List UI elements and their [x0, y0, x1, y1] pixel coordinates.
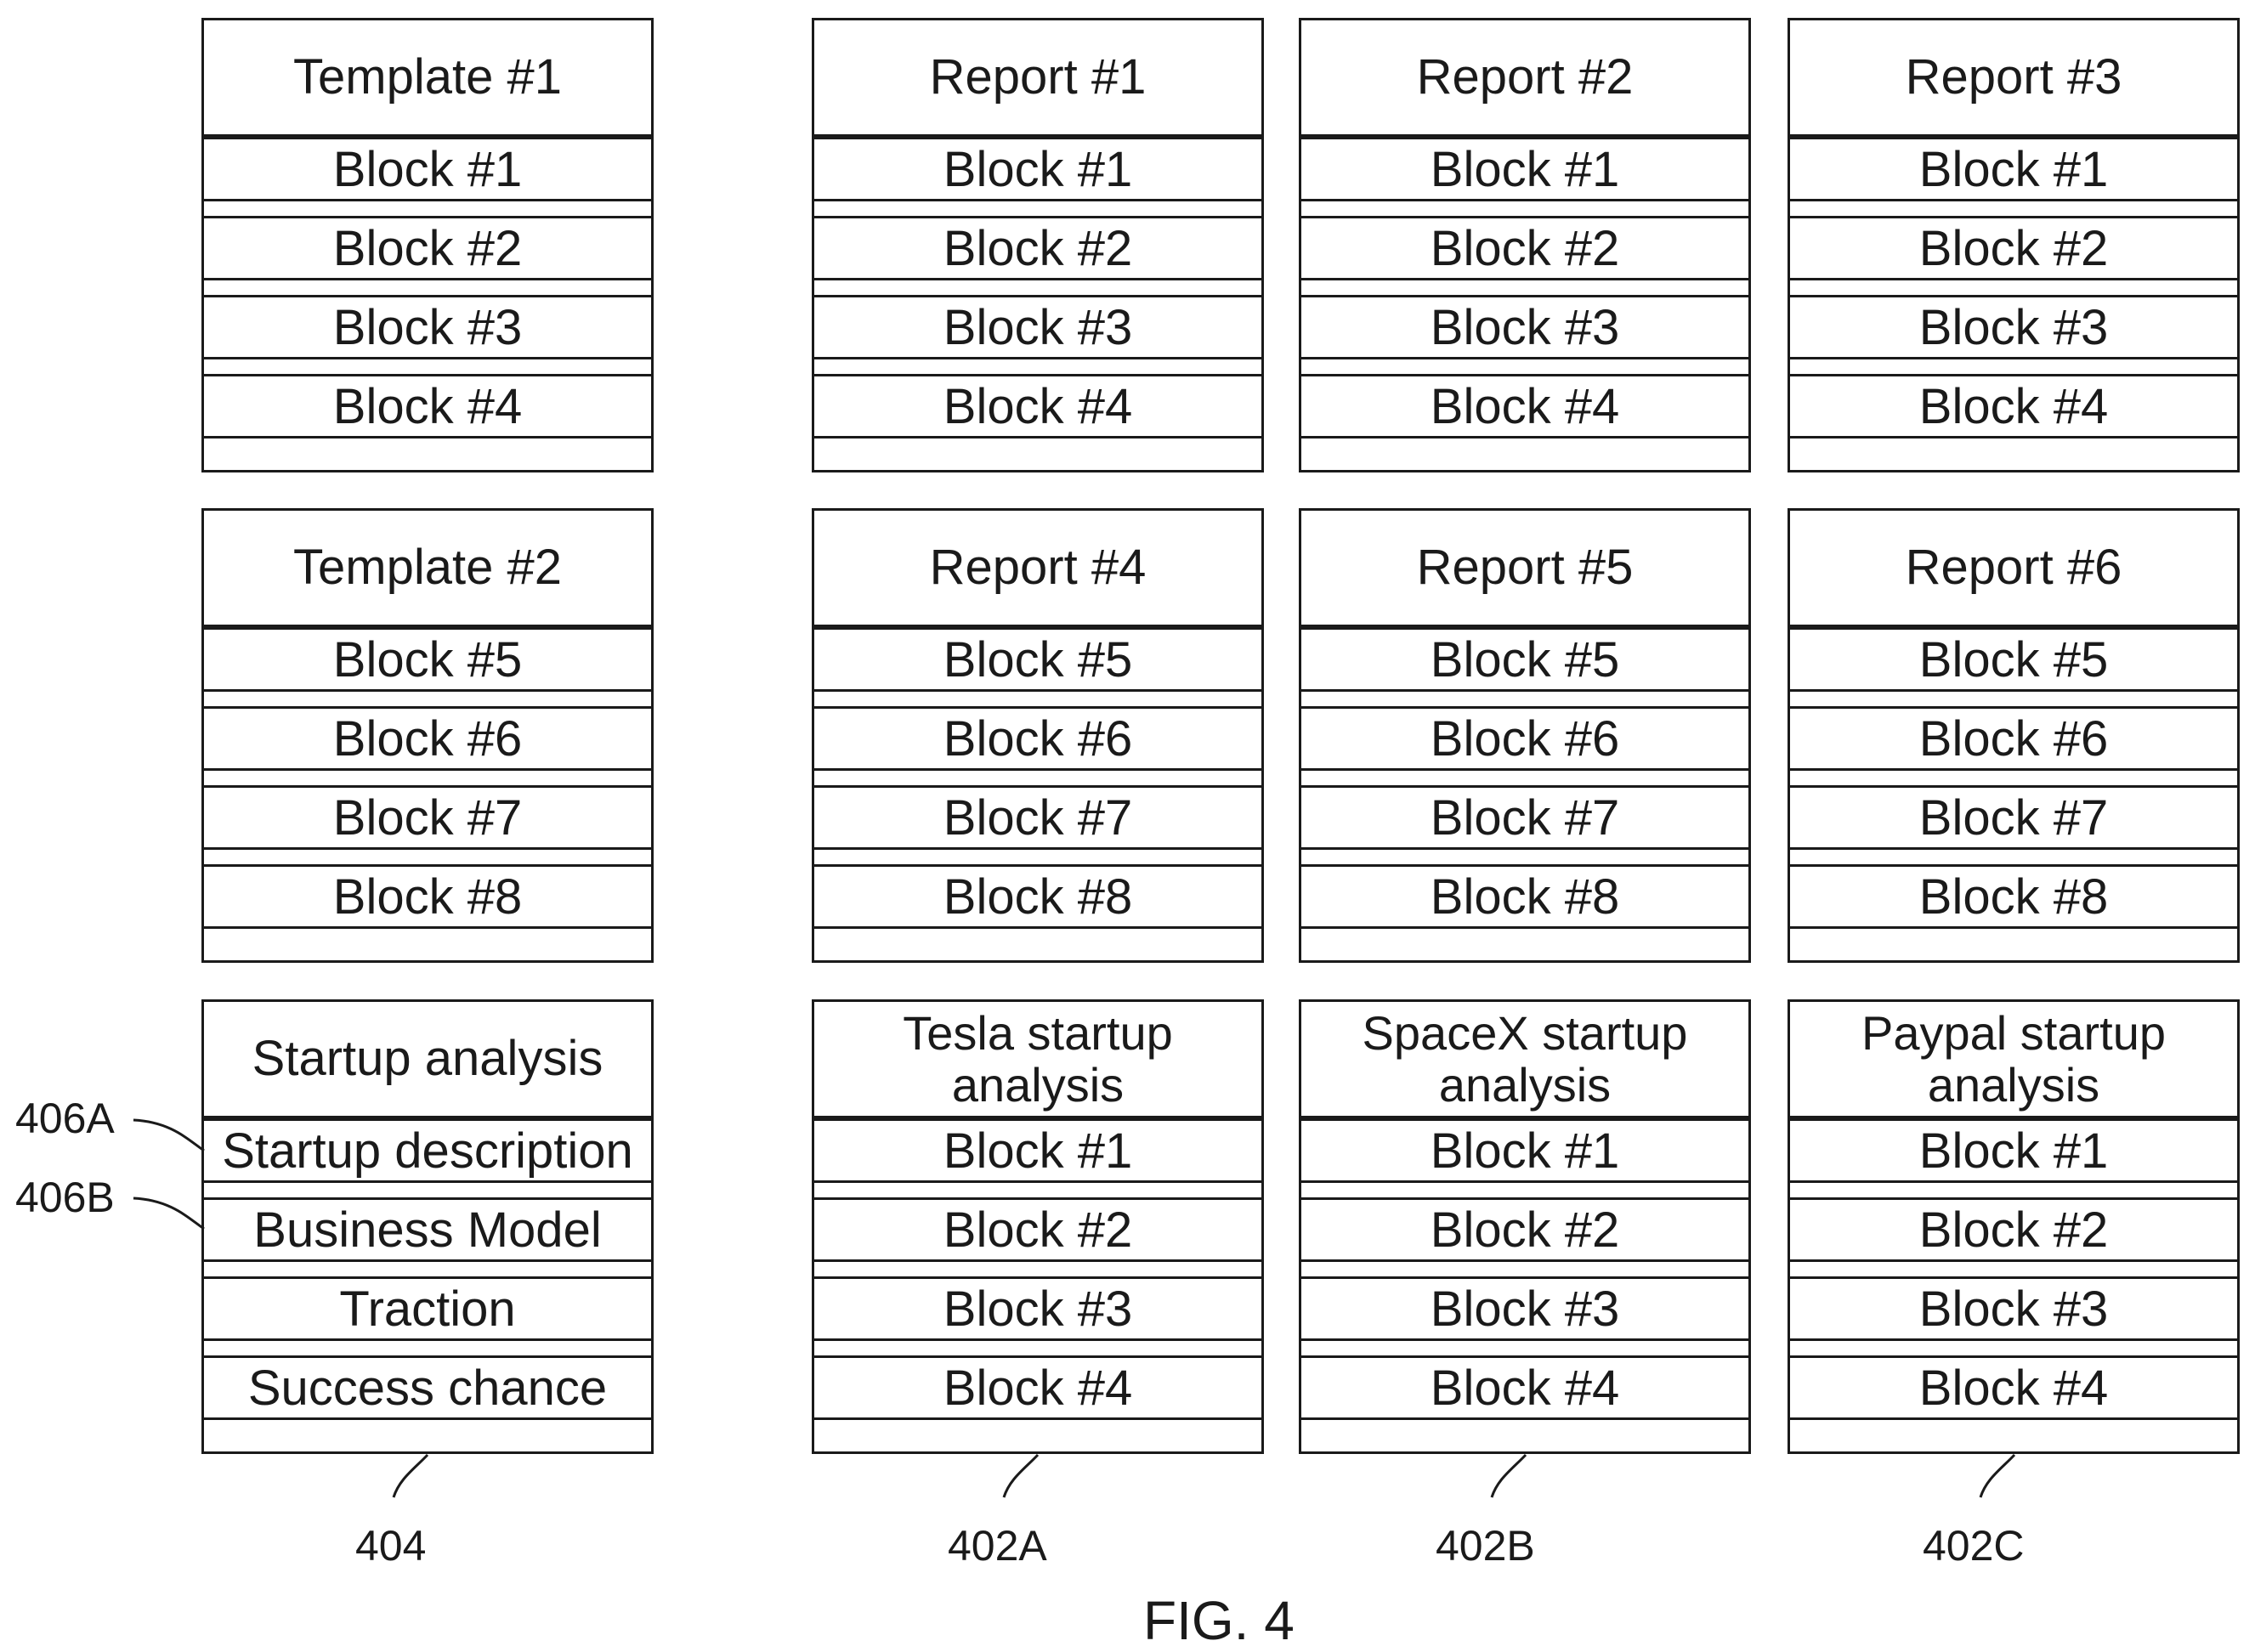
card-title: Report #1: [814, 20, 1261, 137]
card-block: Traction: [204, 1276, 651, 1341]
card-block: Block #8: [1790, 864, 2237, 929]
card-title: Template #2: [204, 511, 651, 627]
card-block: Block #7: [814, 785, 1261, 850]
report-card: Report #6 Block #5 Block #6 Block #7 Block #…: [1788, 508, 2240, 963]
card-block: Block #7: [204, 785, 651, 850]
card-title: Startup analysis: [204, 1002, 651, 1118]
card-block: Block #5: [1301, 627, 1748, 692]
card-block: Block #2: [1301, 216, 1748, 280]
leader-402B: [1490, 1453, 1527, 1498]
card-block: Block #7: [1790, 785, 2237, 850]
card-block: Block #4: [1790, 374, 2237, 438]
card-block: Block #3: [814, 1276, 1261, 1341]
card-block: Block #2: [1790, 1197, 2237, 1262]
card-block: Business Model: [204, 1197, 651, 1262]
card-title: Report #5: [1301, 511, 1748, 627]
card-block: Block #3: [814, 295, 1261, 359]
report-card: Report #3 Block #1 Block #2 Block #3 Block #…: [1788, 18, 2240, 472]
card-block: Block #1: [814, 137, 1261, 201]
card-block: Block #8: [814, 864, 1261, 929]
leader-402C: [1979, 1453, 2016, 1498]
card-block: Block #3: [1790, 1276, 2237, 1341]
card-block: Block #3: [1301, 295, 1748, 359]
report-card: Paypal startup analysis Block #1 Block #2 B…: [1788, 999, 2240, 1454]
card-title: Report #4: [814, 511, 1261, 627]
card-block: Block #1: [204, 137, 651, 201]
card-block: Block #1: [814, 1118, 1261, 1183]
report-card: Report #4 Block #5 Block #6 Block #7 Block #…: [812, 508, 1264, 963]
report-card: Report #1 Block #1 Block #2 Block #3 Block #…: [812, 18, 1264, 472]
ref-406B: 406B: [15, 1174, 115, 1221]
card-block: Block #3: [1301, 1276, 1748, 1341]
report-card: Report #5 Block #5 Block #6 Block #7 Block #…: [1299, 508, 1751, 963]
card-block: Block #1: [1790, 137, 2237, 201]
report-card: Template #2 Block #5 Block #6 Block #7 Block…: [201, 508, 654, 963]
report-card: Template #1 Block #1 Block #2 Block #3 Block…: [201, 18, 654, 472]
card-title: Tesla startup analysis: [814, 1002, 1261, 1118]
card-block: Block #1: [1790, 1118, 2237, 1183]
ref-404: 404: [355, 1522, 427, 1570]
card-title: Paypal startup analysis: [1790, 1002, 2237, 1118]
report-card: Startup analysis Startup description Busin…: [201, 999, 654, 1454]
ref-402C: 402C: [1923, 1522, 2025, 1570]
report-card: SpaceX startup analysis Block #1 Block #2 B…: [1299, 999, 1751, 1454]
card-block: Block #2: [814, 1197, 1261, 1262]
report-card: Tesla startup analysis Block #1 Block #2 Bl…: [812, 999, 1264, 1454]
card-block: Block #4: [1301, 1355, 1748, 1420]
card-block: Success chance: [204, 1355, 651, 1420]
card-block: Block #2: [1301, 1197, 1748, 1262]
card-block: Block #6: [814, 706, 1261, 771]
card-block: Startup description: [204, 1118, 651, 1183]
card-block: Block #6: [1790, 706, 2237, 771]
card-block: Block #6: [1301, 706, 1748, 771]
card-block: Block #4: [204, 374, 651, 438]
card-block: Block #7: [1301, 785, 1748, 850]
ref-406A: 406A: [15, 1095, 115, 1142]
card-block: Block #2: [1790, 216, 2237, 280]
card-title: Template #1: [204, 20, 651, 137]
card-block: Block #5: [1790, 627, 2237, 692]
card-block: Block #2: [204, 216, 651, 280]
figure-caption: FIG. 4: [1143, 1590, 1295, 1651]
card-title: SpaceX startup analysis: [1301, 1002, 1748, 1118]
card-block: Block #4: [814, 1355, 1261, 1420]
card-title: Report #6: [1790, 511, 2237, 627]
card-title: Report #2: [1301, 20, 1748, 137]
card-block: Block #2: [814, 216, 1261, 280]
card-title: Report #3: [1790, 20, 2237, 137]
card-block: Block #3: [1790, 295, 2237, 359]
card-block: Block #4: [1301, 374, 1748, 438]
ref-402A: 402A: [948, 1522, 1047, 1570]
card-block: Block #4: [814, 374, 1261, 438]
card-block: Block #6: [204, 706, 651, 771]
card-block: Block #1: [1301, 137, 1748, 201]
leader-404: [392, 1453, 429, 1498]
card-block: Block #5: [814, 627, 1261, 692]
leader-406B: [133, 1197, 205, 1231]
card-block: Block #1: [1301, 1118, 1748, 1183]
leader-406A: [133, 1118, 205, 1152]
card-block: Block #5: [204, 627, 651, 692]
report-card: Report #2 Block #1 Block #2 Block #3 Block #…: [1299, 18, 1751, 472]
card-block: Block #8: [1301, 864, 1748, 929]
leader-402A: [1002, 1453, 1040, 1498]
card-block: Block #4: [1790, 1355, 2237, 1420]
card-block: Block #3: [204, 295, 651, 359]
ref-402B: 402B: [1436, 1522, 1535, 1570]
card-block: Block #8: [204, 864, 651, 929]
